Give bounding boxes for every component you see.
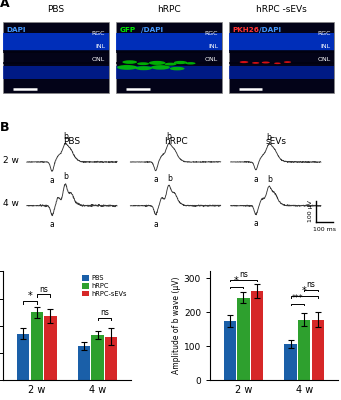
Bar bbox=[298, 320, 310, 380]
Text: hRPC: hRPC bbox=[164, 137, 187, 146]
Text: DAPI: DAPI bbox=[7, 27, 26, 33]
Bar bbox=[17, 334, 29, 380]
Bar bbox=[116, 33, 222, 51]
Bar bbox=[229, 33, 334, 51]
Circle shape bbox=[137, 62, 149, 65]
Text: RGC: RGC bbox=[205, 31, 218, 36]
Text: a: a bbox=[254, 220, 258, 228]
Bar bbox=[229, 50, 334, 53]
Circle shape bbox=[170, 67, 184, 70]
Bar bbox=[3, 62, 109, 64]
Text: INL: INL bbox=[95, 44, 105, 49]
Text: ns: ns bbox=[239, 270, 248, 279]
Circle shape bbox=[117, 65, 137, 70]
Text: a: a bbox=[154, 220, 159, 228]
Text: b: b bbox=[267, 132, 271, 142]
Text: a: a bbox=[153, 175, 158, 184]
FancyBboxPatch shape bbox=[229, 22, 334, 94]
Bar bbox=[105, 336, 117, 380]
Text: ONL: ONL bbox=[92, 57, 105, 62]
Bar bbox=[116, 66, 222, 79]
Bar bbox=[44, 316, 57, 380]
Text: *: * bbox=[302, 286, 307, 296]
Text: INL: INL bbox=[321, 44, 331, 49]
Bar bbox=[312, 320, 324, 380]
FancyBboxPatch shape bbox=[116, 22, 222, 94]
Bar bbox=[116, 50, 222, 53]
Text: ns: ns bbox=[100, 308, 109, 317]
Text: ***: *** bbox=[292, 294, 303, 303]
Text: b: b bbox=[166, 132, 171, 141]
Circle shape bbox=[274, 62, 281, 64]
Text: sEVs: sEVs bbox=[265, 137, 286, 146]
Text: b: b bbox=[63, 172, 68, 182]
Text: ONL: ONL bbox=[205, 57, 218, 62]
Bar bbox=[91, 335, 104, 380]
Bar bbox=[229, 62, 334, 64]
Text: ONL: ONL bbox=[318, 57, 331, 62]
Bar bbox=[78, 346, 90, 380]
Text: GFP: GFP bbox=[120, 27, 136, 33]
Text: PKH26: PKH26 bbox=[232, 27, 259, 33]
Text: PBS: PBS bbox=[63, 137, 80, 146]
Bar bbox=[3, 50, 109, 53]
Text: ns: ns bbox=[307, 280, 315, 290]
Circle shape bbox=[164, 63, 177, 66]
Bar bbox=[237, 298, 250, 380]
Bar bbox=[116, 62, 222, 64]
Text: /DAPI: /DAPI bbox=[142, 27, 164, 33]
Circle shape bbox=[135, 66, 152, 70]
FancyBboxPatch shape bbox=[3, 22, 109, 94]
Text: 100 ms: 100 ms bbox=[313, 227, 336, 232]
Circle shape bbox=[151, 65, 170, 70]
Text: /DAPI: /DAPI bbox=[259, 27, 281, 33]
Text: *: * bbox=[28, 291, 32, 301]
Text: RGC: RGC bbox=[92, 31, 105, 36]
Circle shape bbox=[252, 62, 260, 64]
Bar bbox=[224, 321, 236, 380]
Text: A: A bbox=[0, 0, 10, 10]
Bar bbox=[3, 66, 109, 79]
Bar bbox=[229, 66, 334, 79]
Bar bbox=[284, 344, 297, 380]
Circle shape bbox=[240, 61, 248, 63]
Bar bbox=[3, 33, 109, 51]
Text: PBS: PBS bbox=[47, 6, 64, 14]
Text: RGC: RGC bbox=[317, 31, 331, 36]
Text: B: B bbox=[0, 121, 10, 134]
Bar bbox=[31, 312, 43, 380]
Text: *: * bbox=[234, 276, 239, 286]
Text: 100 μV: 100 μV bbox=[308, 200, 312, 222]
Text: a: a bbox=[254, 174, 258, 184]
Text: a: a bbox=[49, 176, 54, 185]
Text: b: b bbox=[267, 174, 272, 184]
Text: ns: ns bbox=[39, 285, 48, 294]
Circle shape bbox=[284, 61, 291, 63]
Bar bbox=[251, 291, 263, 380]
Circle shape bbox=[262, 62, 270, 64]
Text: a: a bbox=[50, 220, 55, 230]
Circle shape bbox=[174, 61, 187, 64]
Text: 2 w: 2 w bbox=[3, 156, 19, 164]
Circle shape bbox=[122, 60, 137, 64]
Text: hRPC -sEVs: hRPC -sEVs bbox=[256, 6, 307, 14]
Circle shape bbox=[149, 61, 165, 65]
Text: hRPC: hRPC bbox=[157, 6, 181, 14]
Y-axis label: Amplitude of b wave (μV): Amplitude of b wave (μV) bbox=[172, 277, 181, 374]
Circle shape bbox=[186, 62, 195, 64]
Legend: PBS, hRPC, hRPC-sEVs: PBS, hRPC, hRPC-sEVs bbox=[81, 275, 128, 298]
Text: b: b bbox=[63, 132, 68, 141]
Text: INL: INL bbox=[208, 44, 218, 49]
Text: b: b bbox=[167, 174, 172, 183]
Text: 4 w: 4 w bbox=[3, 199, 19, 208]
